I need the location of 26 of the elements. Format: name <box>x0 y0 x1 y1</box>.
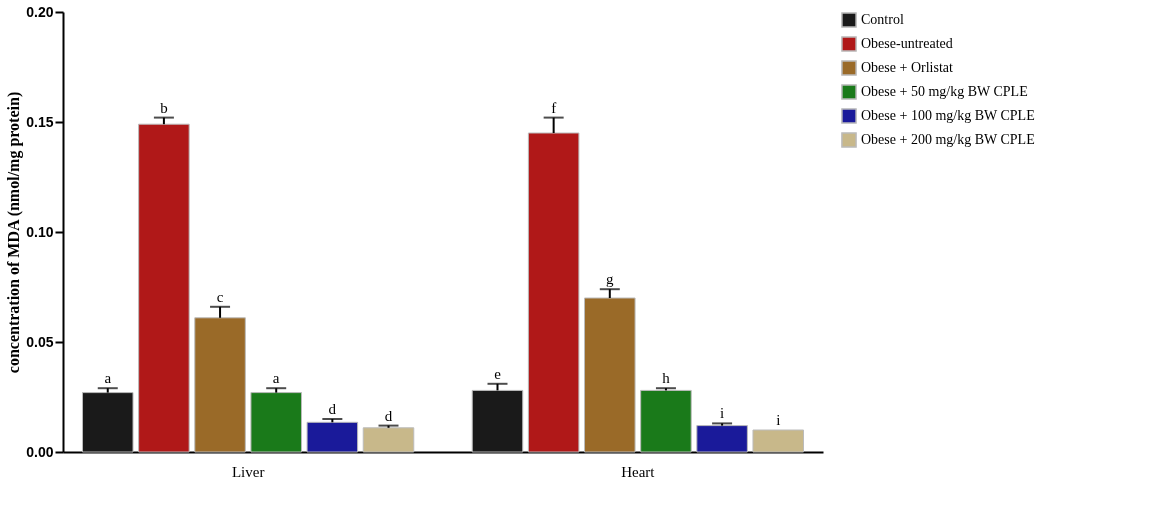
data-label: e <box>494 365 502 382</box>
data-label: f <box>551 99 557 116</box>
data-label: i <box>720 405 725 422</box>
y-axis-title: concentration of MDA (nmol/mg protein) <box>5 91 24 374</box>
legend-label: Control <box>861 12 904 27</box>
data-label: a <box>104 370 112 387</box>
legend-label: Obese + 50 mg/kg BW CPLE <box>861 84 1028 99</box>
data-label: d <box>328 401 337 417</box>
data-label: h <box>662 370 671 387</box>
data-label: b <box>160 99 168 116</box>
y-tick-label: 0.15 <box>26 113 54 130</box>
legend-label: Obese + Orlistat <box>861 60 953 75</box>
data-label: c <box>216 288 224 305</box>
data-label: i <box>776 412 781 428</box>
y-tick-label: 0.05 <box>26 333 54 350</box>
legend-label: Obese-untreated <box>861 36 953 51</box>
data-label: g <box>606 271 615 288</box>
y-tick-label: 0.20 <box>26 3 54 20</box>
data-label: d <box>384 407 393 424</box>
y-tick-label: 0.00 <box>26 443 54 460</box>
y-tick-label: 0.10 <box>26 223 54 240</box>
data-label: a <box>272 370 280 387</box>
x-tick-label: Liver <box>231 463 265 480</box>
legend-label: Obese + 100 mg/kg BW CPLE <box>861 108 1035 123</box>
x-tick-label: Heart <box>621 463 656 480</box>
legend-label: Obese + 200 mg/kg BW CPLE <box>861 132 1035 147</box>
